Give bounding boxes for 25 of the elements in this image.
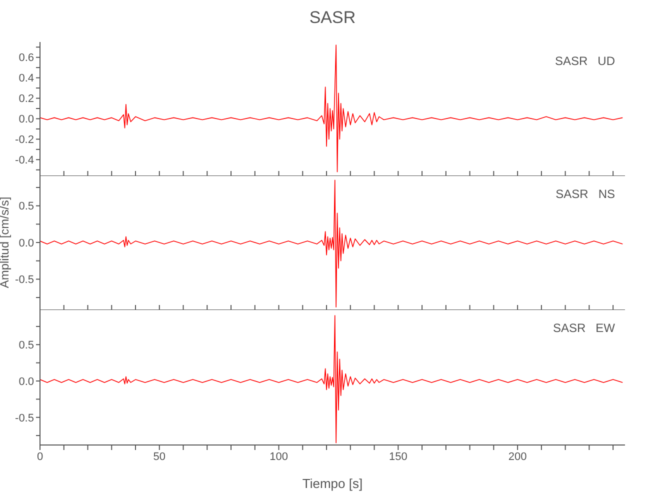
y-tick-label: -0.2: [15, 134, 34, 146]
y-tick-label: -0.4: [15, 154, 34, 167]
x-tick-label: 200: [508, 450, 527, 463]
y-tick-label: 0.0: [18, 114, 34, 126]
x-axis-title: Tiempo [s]: [302, 476, 363, 491]
annotation: SASR NS: [556, 187, 615, 201]
y-axis-title: Amplitud [cm/s/s]: [0, 196, 12, 288]
y-tick-label: 0.2: [18, 93, 34, 106]
x-tick-label: 100: [270, 450, 288, 463]
line-series: [40, 44, 624, 172]
x-tick-label: 150: [388, 450, 408, 463]
chart-title: SASR: [308, 8, 357, 28]
y-tick-label: 0.5: [18, 200, 34, 213]
x-tick-label: 50: [153, 450, 166, 463]
y-tick-label: 0.0: [18, 237, 34, 250]
y-tick-label: 0.4: [18, 72, 34, 85]
y-tick-label: 0.0: [18, 376, 34, 388]
y-tick-label: -0.5: [15, 274, 34, 286]
annotation: SASR UD: [554, 54, 615, 68]
y-tick-label: -0.5: [15, 412, 34, 424]
line-series: [40, 180, 624, 308]
annotation: SASR EW: [552, 321, 615, 335]
y-tick-label: 0.5: [18, 340, 34, 352]
y-tick-label: 0.6: [18, 52, 34, 64]
x-tick-label: 0: [36, 450, 44, 463]
